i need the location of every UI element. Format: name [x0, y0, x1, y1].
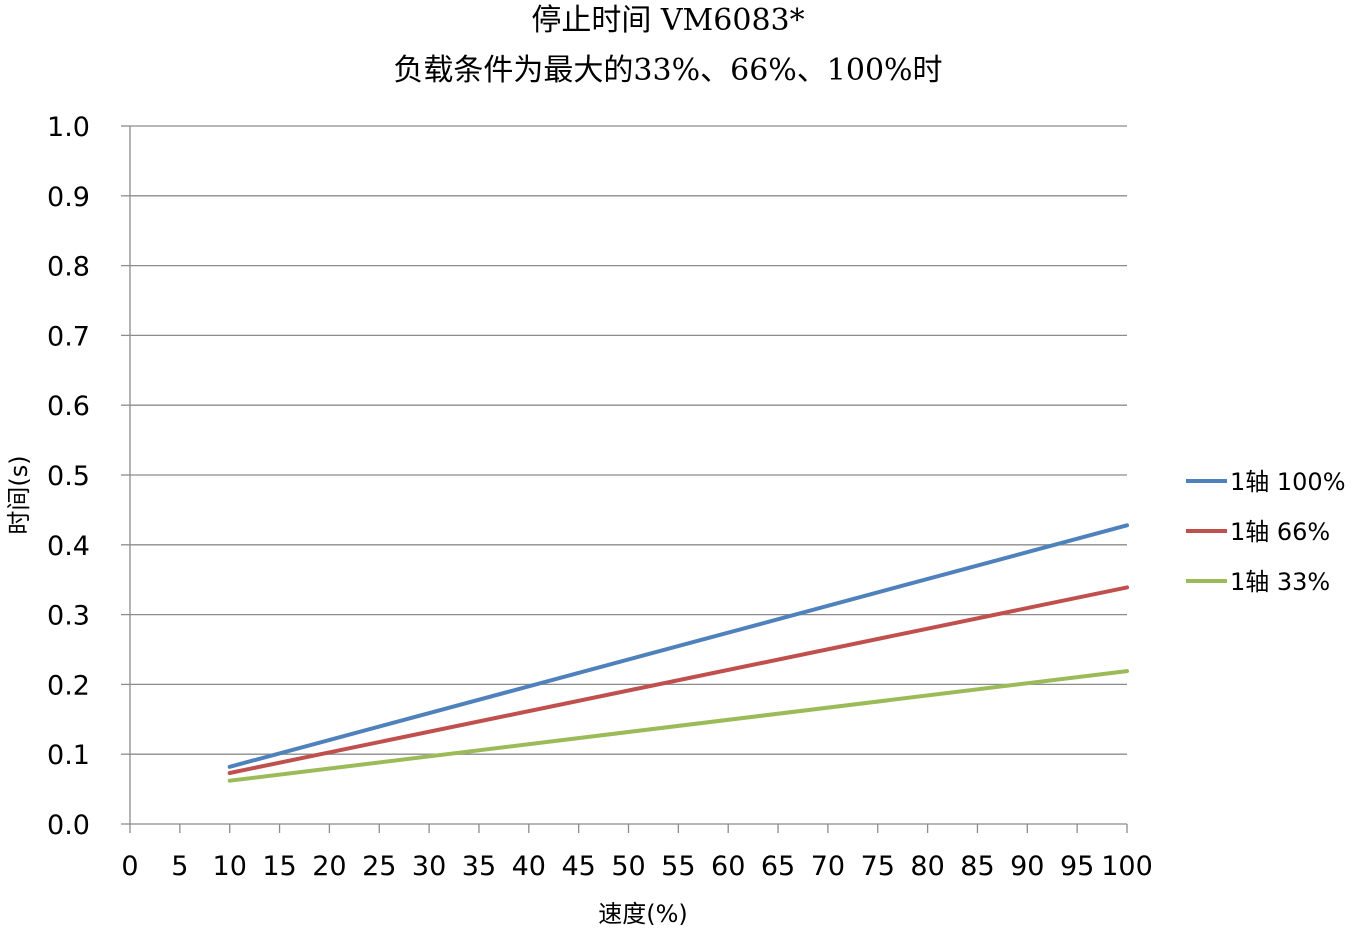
x-tick-label: 85 [960, 851, 994, 882]
x-tick-label: 100 [1101, 851, 1153, 882]
y-tick-label: 0.3 [47, 601, 90, 632]
x-tick-label: 15 [262, 851, 296, 882]
x-tick-label: 30 [412, 851, 446, 882]
y-tick-labels: 0.0 0.1 0.2 0.3 0.4 0.5 0.6 0.7 0.8 0.9 1.0 [47, 112, 90, 841]
series-line-3 [227, 669, 1129, 783]
x-tick-label: 40 [512, 851, 546, 882]
y-tick-label: 0.2 [47, 670, 90, 701]
x-tick-label: 60 [711, 851, 745, 882]
y-axis-label: 时间(s) [5, 455, 33, 534]
y-tick-label: 0.4 [47, 531, 90, 562]
grid-lines [130, 125, 1127, 755]
x-tick-label: 75 [861, 851, 895, 882]
x-tick-labels: 0 5 10 15 20 25 30 35 40 45 50 55 60 65 70 75 80 85 90 95 10… [121, 851, 1152, 882]
y-tick-label: 0.0 [47, 810, 90, 841]
y-tick-label: 0.5 [47, 461, 90, 492]
x-tick-label: 90 [1010, 851, 1044, 882]
y-tick-label: 0.7 [47, 321, 90, 352]
series-lines [227, 523, 1129, 783]
y-tick-label: 0.9 [47, 182, 90, 213]
legend-label-2: 1轴 66% [1230, 518, 1330, 546]
legend-label-1: 1轴 100% [1230, 468, 1346, 496]
x-tick-label: 95 [1060, 851, 1094, 882]
x-tick-label: 25 [362, 851, 396, 882]
legend-label-3: 1轴 33% [1230, 568, 1330, 596]
x-tick-label: 35 [462, 851, 496, 882]
x-tick-label: 70 [811, 851, 845, 882]
x-tick-label: 45 [561, 851, 595, 882]
x-tick-label: 10 [213, 851, 247, 882]
x-tick-label: 50 [611, 851, 645, 882]
x-tick-label: 0 [121, 851, 138, 882]
x-axis-label: 速度(%) [598, 900, 688, 928]
legend: 1轴 100% 1轴 66% 1轴 33% [1186, 468, 1346, 596]
series-line-1 [227, 523, 1129, 769]
y-tick-label: 1.0 [47, 112, 90, 143]
series-line-2 [227, 585, 1129, 775]
x-tick-label: 5 [171, 851, 188, 882]
x-tick-label: 20 [312, 851, 346, 882]
chart-subtitle: 负载条件为最大的33%、66%、100%时 [393, 53, 942, 88]
y-tick-label: 0.6 [47, 391, 90, 422]
y-tick-label: 0.8 [47, 252, 90, 283]
x-tick-label: 80 [910, 851, 944, 882]
y-tick-label: 0.1 [47, 740, 90, 771]
chart-title: 停止时间 VM6083* [531, 3, 804, 38]
x-tick-label: 55 [661, 851, 695, 882]
axes [121, 125, 1128, 833]
x-tick-label: 65 [761, 851, 795, 882]
